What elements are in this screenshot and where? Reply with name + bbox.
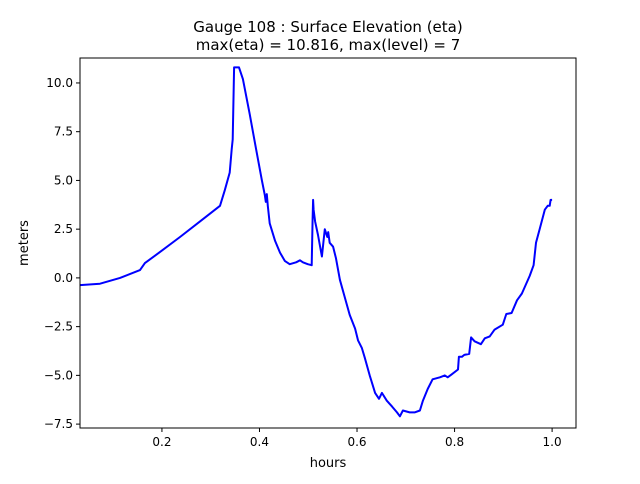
- y-tick-label: −5.0: [44, 368, 73, 382]
- y-tick-label: 0.0: [54, 271, 73, 285]
- x-axis-ticks: 0.2 0.4 0.6 0.8 1.0: [152, 428, 562, 449]
- y-tick-label: 2.5: [54, 222, 73, 236]
- series-line-eta: [79, 66, 553, 418]
- plot-frame: [79, 57, 577, 429]
- chart-title-line2: max(eta) = 10.816, max(level) = 7: [196, 36, 461, 54]
- x-tick-label: 1.0: [543, 435, 562, 449]
- y-axis-ticks: −7.5 −5.0 −2.5 0.0 2.5 5.0 7.5 10.0: [44, 76, 80, 431]
- y-tick-label: 5.0: [54, 173, 73, 187]
- x-tick-label: 0.8: [445, 435, 464, 449]
- y-tick-label: −2.5: [44, 320, 73, 334]
- y-axis-label: meters: [17, 220, 32, 266]
- x-tick-label: 0.2: [152, 435, 171, 449]
- chart-title-line1: Gauge 108 : Surface Elevation (eta): [193, 18, 462, 36]
- y-tick-label: 7.5: [54, 125, 73, 139]
- y-tick-label: −7.5: [44, 417, 73, 431]
- x-axis-label: hours: [310, 456, 347, 471]
- x-tick-label: 0.4: [250, 435, 269, 449]
- x-tick-label: 0.6: [347, 435, 366, 449]
- y-tick-label: 10.0: [46, 76, 73, 90]
